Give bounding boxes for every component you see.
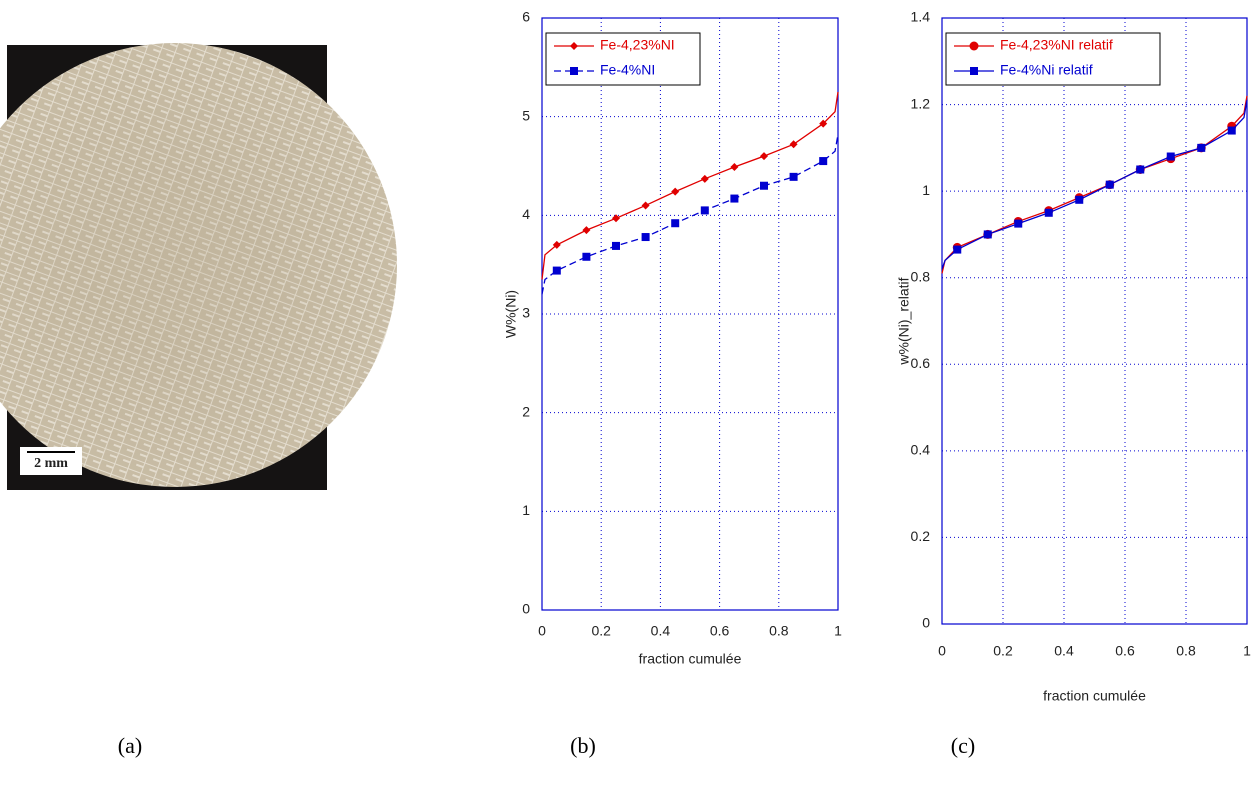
- data-marker: [1014, 219, 1023, 228]
- legend: Fe-4,23%NI Fe-4%NI: [545, 32, 701, 86]
- series-line: [541, 91, 839, 280]
- y-tick-label: 1.4: [911, 9, 931, 25]
- x-axis-label: fraction cumulée: [639, 651, 742, 667]
- y-tick-label: 1.2: [911, 95, 931, 111]
- x-tick-label: 0.2: [993, 643, 1013, 659]
- x-tick-label: 0: [938, 643, 946, 659]
- data-marker: [953, 245, 962, 254]
- y-tick-label: 0: [522, 601, 530, 617]
- data-marker: [1227, 126, 1236, 135]
- x-tick-label: 1: [834, 623, 842, 639]
- legend-label: Fe-4,23%NI relatif: [1000, 37, 1113, 53]
- data-marker: [641, 201, 650, 210]
- data-marker: [730, 194, 739, 203]
- legend-marker: [969, 41, 979, 51]
- y-tick-label: 2: [522, 403, 530, 419]
- legend-box: [545, 32, 701, 86]
- x-tick-label: 1: [1243, 643, 1251, 659]
- data-marker: [789, 140, 798, 149]
- y-axis-label: w%(Ni)_relatif: [896, 277, 912, 365]
- data-marker: [612, 214, 620, 223]
- data-marker: [671, 187, 680, 196]
- series-line: [941, 95, 1248, 274]
- legend-marker: [570, 67, 578, 75]
- data-marker: [612, 241, 620, 250]
- chart: 0 1 2 3 4 5 6 0 0.2 0.4 0.6 0.8 1 fraction cumulée W%(…: [503, 9, 842, 667]
- x-tick-label: 0.4: [1054, 643, 1074, 659]
- y-tick-label: 4: [522, 206, 530, 222]
- data-marker: [819, 119, 828, 128]
- y-tick-label: 0.8: [911, 268, 931, 284]
- chart: 0 0.2 0.4 0.6 0.8 1 1.2 1.4 0 0.2 0.4 0.6 0.8 1 fracti…: [896, 9, 1251, 704]
- y-axis-label: W%(Ni): [503, 290, 519, 338]
- data-marker: [760, 152, 768, 161]
- data-marker: [641, 233, 650, 242]
- data-marker: [1136, 165, 1145, 174]
- legend-label: Fe-4%NI: [600, 62, 655, 78]
- panel-label: (a): [118, 733, 142, 758]
- data-marker: [1166, 152, 1175, 161]
- data-marker: [730, 162, 739, 171]
- data-marker: [552, 240, 561, 249]
- legend-label: Fe-4%Ni relatif: [1000, 62, 1093, 78]
- y-tick-label: 0.6: [911, 355, 931, 371]
- data-marker: [582, 252, 591, 261]
- y-tick-label: 1: [922, 182, 930, 198]
- y-tick-label: 0: [922, 615, 930, 631]
- plot-frame: [541, 17, 839, 611]
- y-tick-label: 6: [522, 9, 530, 25]
- legend-label: Fe-4,23%NI: [600, 37, 675, 53]
- data-marker: [700, 206, 709, 215]
- data-marker: [760, 181, 768, 190]
- panel-label: (c): [951, 733, 975, 758]
- data-marker: [582, 226, 591, 235]
- data-marker: [552, 266, 561, 275]
- data-marker: [983, 230, 992, 239]
- panel-label: (b): [570, 733, 596, 758]
- x-tick-label: 0.8: [1176, 643, 1196, 659]
- scale-bar-label: 2 mm: [34, 456, 68, 471]
- series-line: [541, 134, 839, 295]
- legend-box: [945, 32, 1161, 86]
- legend-marker: [570, 42, 578, 50]
- plot-frame: [941, 17, 1248, 625]
- x-tick-label: 0: [538, 623, 546, 639]
- photo: 2 mm: [0, 43, 397, 490]
- legend: Fe-4,23%NI relatif Fe-4%Ni relatif: [945, 32, 1161, 86]
- data-marker: [789, 172, 798, 181]
- data-marker: [1075, 195, 1084, 204]
- y-tick-label: 5: [522, 107, 530, 123]
- x-axis-label: fraction cumulée: [1043, 688, 1146, 704]
- data-marker: [671, 219, 680, 228]
- y-tick-label: 0.4: [911, 442, 931, 458]
- data-marker: [700, 174, 709, 183]
- x-tick-label: 0.2: [591, 623, 611, 639]
- x-tick-label: 0.4: [651, 623, 671, 639]
- x-tick-label: 0.8: [769, 623, 789, 639]
- series-line: [941, 100, 1248, 270]
- x-tick-label: 0.6: [710, 623, 730, 639]
- y-tick-label: 0.2: [911, 528, 931, 544]
- y-tick-label: 3: [522, 305, 530, 321]
- data-marker: [1197, 143, 1206, 152]
- legend-marker: [970, 67, 978, 75]
- x-tick-label: 0.6: [1115, 643, 1135, 659]
- data-marker: [819, 157, 828, 166]
- sample-shade: [0, 43, 397, 487]
- data-marker: [1105, 180, 1114, 189]
- y-tick-label: 1: [522, 502, 530, 518]
- data-marker: [1044, 208, 1053, 217]
